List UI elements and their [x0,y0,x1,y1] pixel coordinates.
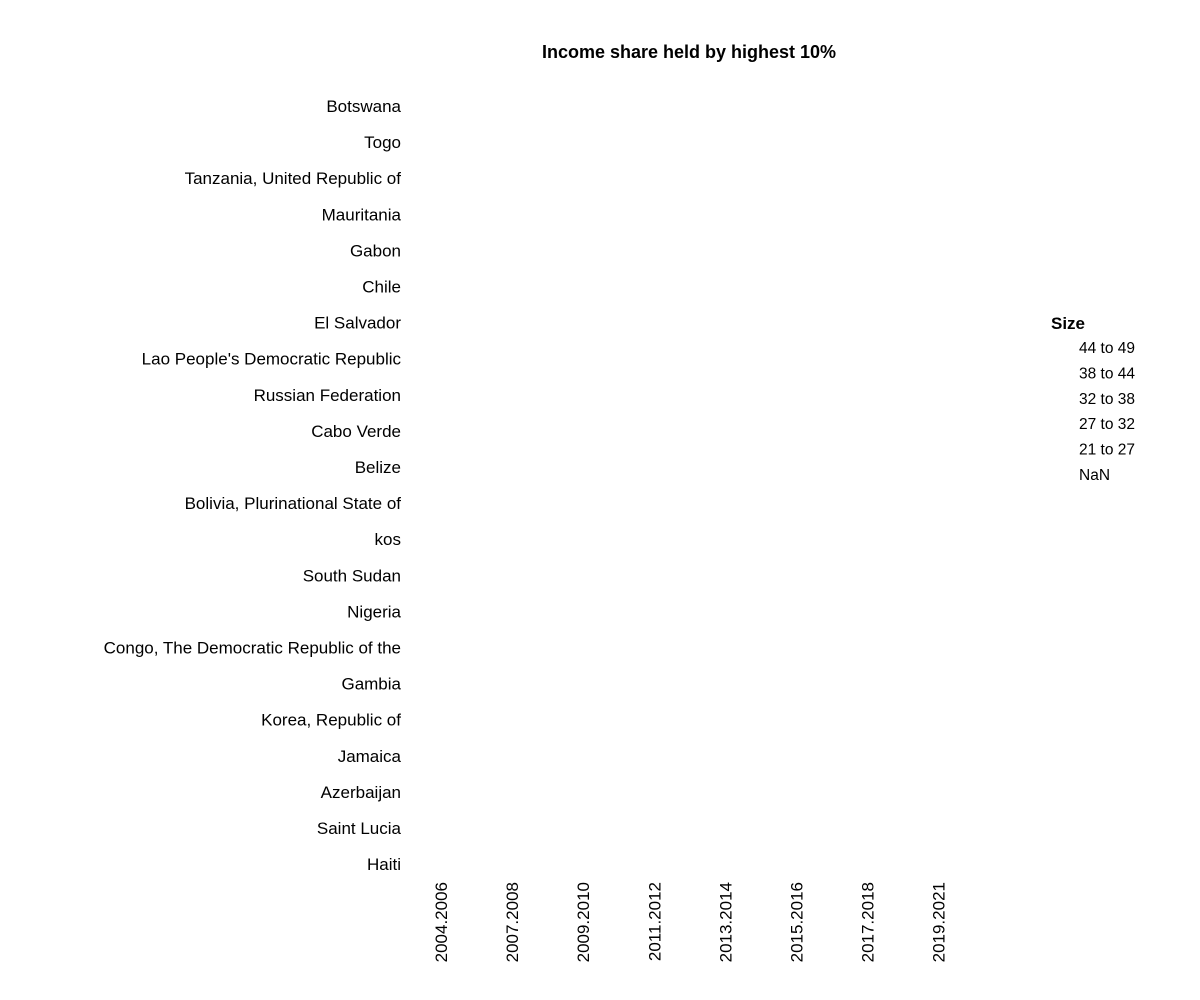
y-tick-label: Chile [362,278,401,297]
x-tick-label: 2004.2006 [432,882,451,962]
y-axis-labels: Botswana Togo Tanzania, United Republic of… [104,97,402,874]
y-tick-label: Saint Lucia [317,819,402,838]
y-tick-label: Botswana [326,97,401,116]
y-tick-label: Cabo Verde [311,422,401,441]
y-tick-label: Lao People's Democratic Republic [142,350,402,369]
x-tick-label: 2019.2021 [930,882,949,962]
chart-title: Income share held by highest 10% [542,42,836,62]
legend-title: Size [1051,314,1085,333]
x-tick-label: 2011.2012 [645,882,664,961]
y-tick-label: Haiti [367,855,401,874]
legend-item: 38 to 44 [1079,365,1135,382]
legend-item: 27 to 32 [1079,416,1135,433]
y-tick-label: South Sudan [303,566,401,585]
y-tick-label: Congo, The Democratic Republic of the [104,639,401,658]
x-tick-label: 2015.2016 [788,882,807,962]
legend: Size 44 to 49 38 to 44 32 to 38 27 to 32 21 … [1051,314,1135,484]
x-tick-label: 2009.2010 [574,882,593,962]
legend-item: 32 to 38 [1079,391,1135,408]
legend-items: 44 to 49 38 to 44 32 to 38 27 to 32 21 to 27… [1079,340,1135,484]
y-tick-label: Bolivia, Plurinational State of [185,494,402,513]
y-tick-label: Azerbaijan [321,783,401,802]
y-tick-label: Korea, Republic of [261,711,401,730]
legend-item: NaN [1079,467,1110,484]
y-tick-label: Belize [355,458,401,477]
y-tick-label: El Salvador [314,314,401,333]
x-tick-label: 2007.2008 [503,882,522,962]
x-tick-label: 2017.2018 [859,882,878,962]
x-axis-labels: 2004.2006 2007.2008 2009.2010 2011.2012 2013… [432,882,949,962]
y-tick-label: Nigeria [347,602,401,621]
legend-item: 21 to 27 [1079,442,1135,459]
y-tick-label: Russian Federation [254,386,401,405]
y-tick-label: Togo [364,133,401,152]
y-tick-label: Mauritania [322,205,402,224]
x-tick-label: 2013.2014 [716,882,735,962]
y-tick-label: Tanzania, United Republic of [185,169,402,188]
y-tick-label: Gambia [341,675,401,694]
y-tick-label: Jamaica [338,747,402,766]
y-tick-label: kos [375,530,401,549]
legend-item: 44 to 49 [1079,340,1135,357]
y-tick-label: Gabon [350,241,401,260]
